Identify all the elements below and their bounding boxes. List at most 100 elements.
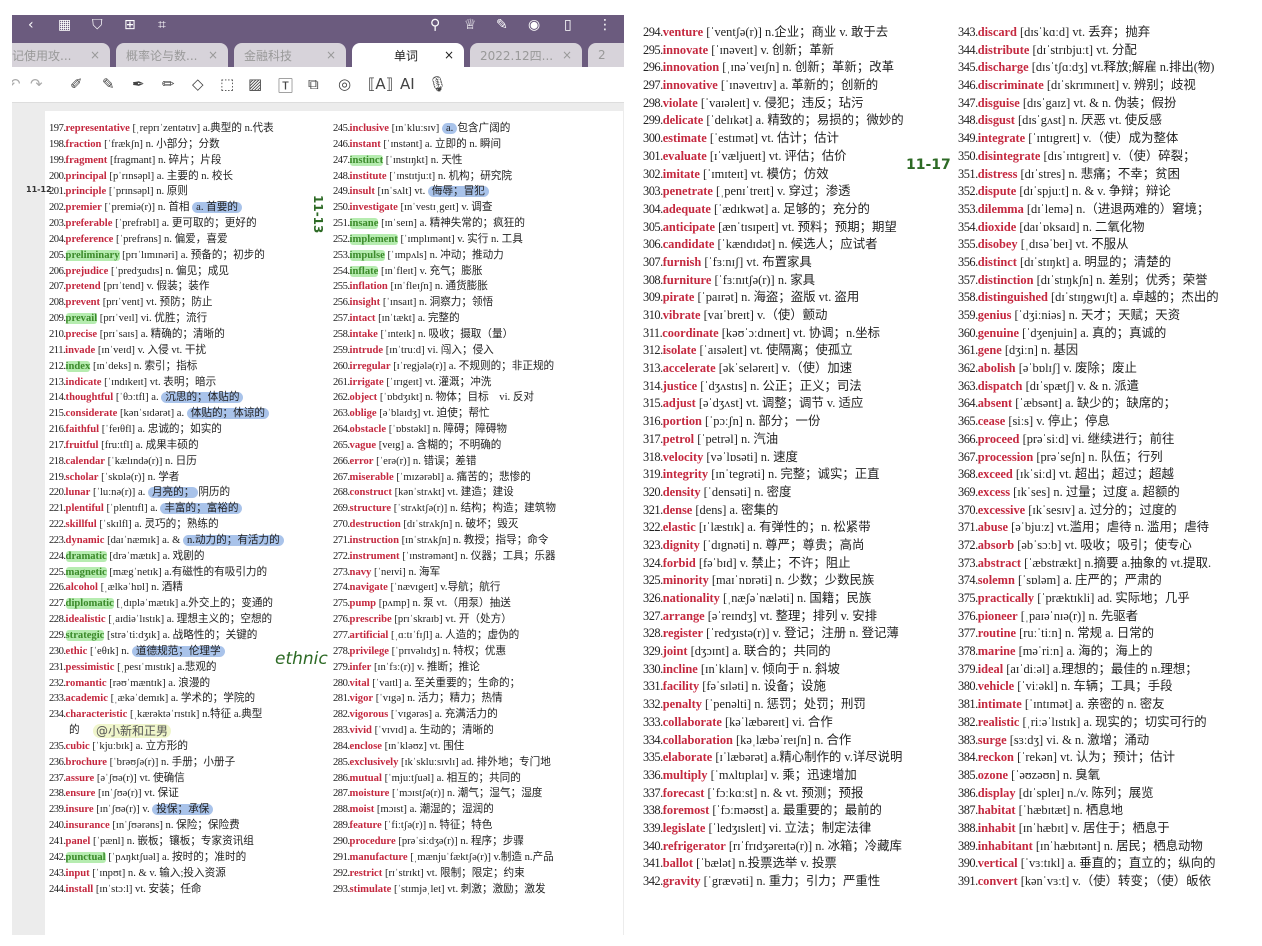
word-entry: 256.insight [ˈɪnsaɪt] n. 洞察力；领悟 bbox=[333, 295, 556, 311]
headword: delicate bbox=[662, 113, 704, 128]
marker-icon[interactable]: ✎ bbox=[102, 75, 115, 93]
crop-icon[interactable]: ⌗ bbox=[158, 17, 166, 33]
definition: a. 更可取的；更好的 bbox=[161, 218, 257, 230]
redo-icon[interactable]: ↷ bbox=[30, 75, 43, 93]
bookmark-icon[interactable]: ⛉ bbox=[92, 17, 103, 33]
entry-number: 381. bbox=[958, 697, 978, 712]
tab-fintech[interactable]: 金融科技 × bbox=[234, 43, 346, 67]
phonetic: [ˈpænl] bbox=[92, 835, 125, 847]
phonetic: [ˈpɔːʃn] bbox=[705, 414, 743, 429]
tab-more[interactable]: 2 bbox=[588, 43, 624, 67]
definition: n. 密度 bbox=[754, 484, 792, 499]
close-icon[interactable]: × bbox=[325, 48, 336, 62]
image-icon[interactable]: ▨ bbox=[248, 75, 263, 93]
entry-number: 289. bbox=[333, 820, 350, 832]
headword: prevent bbox=[65, 297, 101, 309]
highlighted-definition: a. bbox=[441, 123, 458, 134]
phonetic: [ˈɪmpʌls] bbox=[387, 249, 427, 261]
word-entry: 328.register [ˈredʒɪstə(r)] v. 登记；注册 n. … bbox=[643, 625, 904, 643]
definition: n. 特征；特色 bbox=[428, 820, 493, 832]
word-entry: 354.dioxide [daɪˈɒksaɪd] n. 二氧化物 bbox=[958, 219, 1219, 237]
add-page-icon[interactable]: ⊞ bbox=[124, 17, 136, 33]
phonetic: [fruːtfl] bbox=[101, 439, 133, 451]
definition: n. 程序；步骤 bbox=[460, 835, 524, 847]
definition: vt. 丢弃；抛弃 bbox=[1072, 25, 1151, 39]
definition: n. 重力；引力；严重性 bbox=[756, 874, 881, 888]
entry-number: 301. bbox=[643, 148, 663, 163]
headword: convert bbox=[977, 874, 1018, 888]
eye-icon[interactable]: ◉ bbox=[528, 17, 541, 33]
shapes-icon[interactable]: ⧉ bbox=[308, 75, 319, 93]
close-icon[interactable]: × bbox=[89, 48, 100, 62]
undo-icon[interactable]: ↶ bbox=[12, 75, 21, 93]
word-entry: 321.dense [dens] a. 密集的 bbox=[643, 502, 904, 520]
tab-probability[interactable]: 概率论与数... × bbox=[116, 43, 228, 67]
entry-number: 215. bbox=[49, 408, 66, 420]
tab-2022-12[interactable]: 2022.12四... × bbox=[470, 43, 582, 67]
ocr-icon[interactable]: ⟦A⟧ bbox=[368, 75, 394, 93]
highlighted-definition: 月亮的； bbox=[147, 487, 199, 499]
eraser-icon[interactable]: ◇ bbox=[192, 75, 204, 93]
lasso-icon[interactable]: ⬚ bbox=[220, 75, 235, 93]
headword: marine bbox=[977, 644, 1016, 659]
word-entry: 318.velocity [vəˈlɒsəti] n. 速度 bbox=[643, 449, 904, 467]
word-entry: 341.ballot [ˈbælət] n.投票选举 v. 投票 bbox=[643, 855, 904, 873]
note-page[interactable]: 197.representative [ˌreprɪˈzentətɪv] a.典… bbox=[45, 111, 623, 935]
more-icon[interactable]: ⋮ bbox=[598, 17, 612, 33]
entry-number: 293. bbox=[333, 883, 350, 895]
definition: n. 天才；天赋；天资 bbox=[1068, 308, 1181, 322]
word-entry: 380.vehicle [ˈviːəkl] n. 车辆；工具；手段 bbox=[958, 678, 1219, 696]
close-icon[interactable]: × bbox=[443, 48, 454, 62]
word-entry: 270.destruction [dɪˈstrʌkʃn] n. 破坏；毁灭 bbox=[333, 517, 556, 533]
headword: restrict bbox=[349, 867, 383, 879]
close-icon[interactable]: × bbox=[561, 48, 572, 62]
word-entry: 273.navy [ˈneɪvi] n. 海军 bbox=[333, 565, 556, 581]
headword: panel bbox=[65, 835, 91, 847]
phonetic: [ɪnˈdeks] bbox=[92, 360, 132, 372]
entry-number: 208. bbox=[49, 297, 66, 309]
pen-settings-icon[interactable]: ✎ bbox=[496, 17, 508, 33]
phonetic: [ˈeθɪk] bbox=[89, 645, 119, 657]
entry-number: 376. bbox=[958, 608, 978, 623]
ai-button[interactable]: AI bbox=[400, 75, 415, 93]
close-icon[interactable]: × bbox=[207, 48, 218, 62]
search-icon[interactable]: ⚲ bbox=[430, 17, 441, 33]
text-box-icon[interactable]: 🅃 bbox=[278, 77, 294, 95]
definition: n. 栖息地 bbox=[1073, 803, 1123, 818]
headword: moisture bbox=[349, 788, 390, 800]
watermark: @小新和正男 bbox=[93, 724, 172, 738]
entry-number: 223. bbox=[49, 534, 66, 546]
highlighter-icon[interactable]: ✏ bbox=[162, 75, 175, 93]
notebook-icon[interactable]: ▯ bbox=[564, 17, 572, 33]
pen-icon[interactable]: ✒ bbox=[132, 75, 145, 93]
word-entry: 308.furniture [ˈfɜːnɪtʃə(r)] n. 家具 bbox=[643, 272, 904, 290]
definition-tail: 的 bbox=[69, 725, 80, 737]
entry-number: 280. bbox=[333, 677, 350, 689]
word-entry: 361.gene [dʒiːn] n. 基因 bbox=[958, 342, 1219, 360]
definition: n. 部分；一份 bbox=[746, 414, 821, 429]
tape-icon[interactable]: ◎ bbox=[338, 75, 352, 93]
definition: vt. 开（处方） bbox=[445, 614, 512, 626]
headword: arrange bbox=[662, 608, 705, 623]
word-entry: 299.delicate [ˈdelɪkət] a. 精致的；易损的；微妙的 bbox=[643, 112, 904, 130]
grid-icon[interactable]: ▦ bbox=[58, 17, 72, 33]
handwritten-date: 11-17 bbox=[906, 157, 951, 173]
phonetic: [ˈmʌltɪplaɪ] bbox=[710, 767, 768, 782]
word-entry: 348.disgust [dɪsˈgʌst] n. 厌恶 vt. 使反感 bbox=[958, 112, 1219, 130]
entry-number: 284. bbox=[333, 740, 350, 752]
word-entry: 272.instrument [ˈɪnstrəmənt] n. 仪器；工具；乐器 bbox=[333, 549, 556, 565]
entry-number: 344. bbox=[958, 42, 978, 57]
tab-notes-guide[interactable]: 记使用攻... × bbox=[12, 43, 110, 67]
headword: adjust bbox=[662, 396, 696, 411]
tab-vocabulary[interactable]: 单词 × bbox=[352, 43, 464, 67]
definition: n. 公正；正义；司法 bbox=[750, 378, 862, 393]
entry-number: 232. bbox=[49, 677, 66, 689]
pencil-icon[interactable]: ✐ bbox=[70, 75, 83, 93]
mic-icon[interactable]: 🎙 bbox=[428, 75, 448, 93]
phonetic: [prɪˈtend] bbox=[103, 281, 144, 293]
theme-icon[interactable]: ♕ bbox=[464, 17, 477, 33]
definition: n. 冰箱；冷藏库 bbox=[815, 838, 902, 853]
back-icon[interactable]: ‹ bbox=[28, 17, 34, 33]
phonetic: [ɪnˈstrʌkʃn] bbox=[401, 534, 451, 546]
headword: scholar bbox=[65, 471, 99, 483]
